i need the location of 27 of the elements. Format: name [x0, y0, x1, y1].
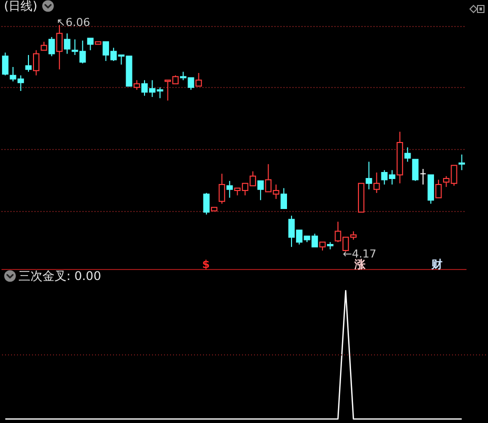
candlestick — [87, 38, 94, 51]
candlestick — [257, 180, 264, 201]
candlestick — [366, 161, 372, 190]
text: 涨 — [354, 258, 366, 271]
candlestick — [458, 154, 465, 171]
candlestick — [25, 54, 32, 72]
candlestick — [404, 146, 411, 162]
candlestick — [203, 192, 210, 216]
candlestick — [56, 24, 63, 70]
candlestick — [373, 172, 380, 194]
annotation: ↖6.06 — [56, 16, 90, 29]
candlestick — [48, 36, 55, 57]
text: $ — [202, 258, 210, 271]
candlestick — [420, 168, 426, 186]
chart-title: (日线) — [4, 0, 38, 13]
candlestick — [32, 50, 40, 76]
text: 财 — [430, 258, 442, 271]
candlestick — [280, 188, 287, 210]
chart-title: 三次金叉: 0.00 — [18, 269, 102, 283]
candlestick — [134, 80, 140, 90]
candlestick — [435, 179, 442, 198]
candlestick — [2, 52, 8, 76]
candlestick — [64, 32, 70, 54]
candlestick — [412, 158, 419, 182]
candlestick — [218, 173, 226, 204]
candlestick — [195, 72, 202, 87]
candlestick — [226, 180, 233, 198]
